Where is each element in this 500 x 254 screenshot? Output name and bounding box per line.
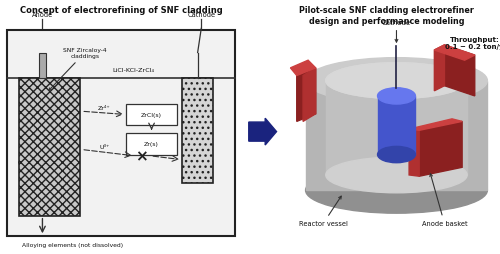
Bar — [30, 99, 46, 114]
Polygon shape — [419, 122, 462, 177]
Bar — [326, 81, 467, 175]
Bar — [126, 104, 177, 126]
Bar — [34, 137, 50, 153]
Bar — [18, 157, 34, 173]
Ellipse shape — [326, 64, 467, 99]
Bar — [182, 79, 214, 183]
Text: U³⁺: U³⁺ — [99, 145, 110, 150]
Bar — [44, 125, 59, 139]
Text: Concept of electrorefining of SNF cladding: Concept of electrorefining of SNF claddi… — [20, 6, 222, 15]
Bar — [306, 81, 488, 190]
Polygon shape — [296, 69, 316, 122]
Ellipse shape — [306, 168, 488, 213]
Bar — [20, 79, 80, 216]
Text: Throughput:
0.1 ~ 0.2 ton/y: Throughput: 0.1 ~ 0.2 ton/y — [446, 37, 500, 50]
Bar — [20, 106, 36, 123]
Bar — [8, 30, 235, 236]
Ellipse shape — [378, 147, 416, 163]
Text: Zr(s): Zr(s) — [144, 142, 159, 147]
Polygon shape — [444, 46, 475, 97]
Bar — [39, 53, 46, 79]
Bar — [38, 152, 56, 168]
Ellipse shape — [326, 64, 467, 99]
Ellipse shape — [326, 157, 467, 193]
Bar — [24, 186, 39, 200]
Text: Zr⁴⁺: Zr⁴⁺ — [98, 105, 110, 110]
Bar — [36, 194, 51, 208]
Text: Cathode: Cathode — [382, 20, 411, 43]
Ellipse shape — [306, 58, 488, 104]
Bar — [40, 110, 55, 124]
Polygon shape — [409, 130, 419, 177]
Bar — [22, 129, 38, 146]
Text: ZrCl(s): ZrCl(s) — [141, 113, 162, 118]
Text: Anode basket: Anode basket — [422, 174, 468, 227]
Polygon shape — [303, 69, 316, 122]
Text: $\mathbf{\times}$: $\mathbf{\times}$ — [136, 149, 148, 164]
Bar — [30, 165, 47, 181]
Polygon shape — [434, 46, 444, 91]
Text: Cathode: Cathode — [187, 12, 216, 18]
Bar — [378, 97, 416, 155]
FancyArrow shape — [249, 119, 276, 145]
Ellipse shape — [378, 88, 416, 105]
Polygon shape — [290, 61, 316, 76]
Text: SNF Zircaloy-4
claddings: SNF Zircaloy-4 claddings — [49, 48, 106, 91]
Text: Anode: Anode — [32, 12, 53, 18]
Polygon shape — [409, 119, 462, 131]
Polygon shape — [434, 46, 475, 61]
Text: LiCl-KCl-ZrCl₄: LiCl-KCl-ZrCl₄ — [112, 67, 154, 72]
Text: Pilot-scale SNF cladding electrorefiner
design and performance modeling: Pilot-scale SNF cladding electrorefiner … — [299, 6, 474, 26]
Text: Alloying elements (not dissolved): Alloying elements (not dissolved) — [22, 242, 124, 247]
Text: Reactor vessel: Reactor vessel — [299, 196, 348, 227]
Bar — [126, 133, 177, 155]
